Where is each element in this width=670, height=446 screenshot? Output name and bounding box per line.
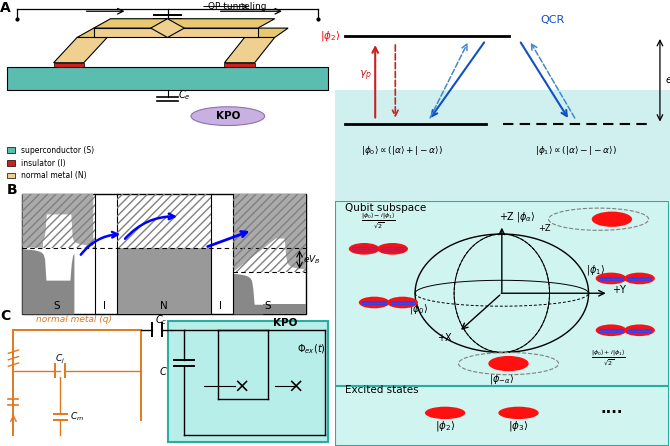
Bar (7, 67, 328, 90)
Legend: superconductor (S), insulator (I), normal metal (N): superconductor (S), insulator (I), norma… (4, 143, 96, 183)
Polygon shape (94, 28, 258, 37)
Text: $\frac{|\phi_0\rangle + i|\phi_1\rangle}{\sqrt{2}}$: $\frac{|\phi_0\rangle + i|\phi_1\rangle}… (591, 349, 626, 368)
Ellipse shape (596, 273, 626, 284)
Bar (263, 304, 306, 314)
Ellipse shape (498, 407, 539, 419)
Bar (224, 63, 255, 67)
Ellipse shape (349, 243, 380, 255)
Text: $C$: $C$ (159, 364, 168, 376)
Polygon shape (233, 194, 306, 272)
Ellipse shape (383, 245, 403, 252)
Text: $\times$: $\times$ (287, 376, 303, 395)
Ellipse shape (601, 275, 621, 282)
Ellipse shape (488, 356, 529, 371)
Text: Qubit subspace: Qubit subspace (345, 203, 426, 213)
Text: $|\phi_1\rangle \propto (|\alpha\rangle - |-\alpha\rangle)$: $|\phi_1\rangle \propto (|\alpha\rangle … (535, 144, 617, 157)
Text: QP tunneling: QP tunneling (208, 2, 266, 11)
FancyBboxPatch shape (168, 321, 328, 442)
Text: ....: .... (601, 401, 623, 416)
Ellipse shape (624, 273, 655, 284)
Ellipse shape (592, 211, 632, 227)
Ellipse shape (433, 409, 457, 417)
Text: +Y: +Y (612, 285, 626, 295)
Text: QCR: QCR (541, 15, 565, 25)
Text: KPO: KPO (273, 318, 297, 328)
Text: $|\phi_{-\alpha}\rangle$: $|\phi_{-\alpha}\rangle$ (489, 372, 515, 386)
Text: E: E (335, 221, 344, 235)
Ellipse shape (601, 326, 621, 334)
Text: $C_c$: $C_c$ (155, 313, 167, 327)
Polygon shape (23, 194, 93, 248)
Bar (54, 63, 84, 67)
Text: +Z: +Z (500, 212, 514, 222)
Polygon shape (245, 28, 288, 37)
Bar (233, 194, 306, 272)
FancyBboxPatch shape (335, 386, 669, 446)
Text: $|\phi_0\rangle$: $|\phi_0\rangle$ (409, 302, 428, 316)
Text: $\times$: $\times$ (233, 376, 249, 395)
Text: $|\phi_3\rangle$: $|\phi_3\rangle$ (509, 419, 529, 434)
Text: $|\phi_1\rangle$: $|\phi_1\rangle$ (586, 263, 605, 277)
Polygon shape (54, 37, 107, 63)
Text: S: S (54, 301, 60, 311)
Ellipse shape (629, 275, 649, 282)
Text: C: C (0, 309, 10, 323)
Ellipse shape (507, 409, 531, 417)
Text: $|\phi_\alpha\rangle$: $|\phi_\alpha\rangle$ (516, 211, 535, 224)
Text: $eV_B$: $eV_B$ (665, 74, 670, 87)
Ellipse shape (359, 297, 390, 308)
Text: N: N (160, 301, 168, 311)
Ellipse shape (364, 299, 384, 306)
Ellipse shape (495, 359, 522, 368)
Polygon shape (23, 249, 74, 314)
Ellipse shape (191, 107, 265, 125)
Polygon shape (94, 19, 275, 28)
Text: $|\phi_0\rangle \propto (|\alpha\rangle + |-\alpha\rangle)$: $|\phi_0\rangle \propto (|\alpha\rangle … (361, 144, 443, 157)
Ellipse shape (425, 407, 465, 419)
Text: $|\phi_2\rangle$: $|\phi_2\rangle$ (320, 29, 340, 43)
Ellipse shape (393, 299, 413, 306)
Text: Excited states: Excited states (345, 385, 419, 395)
Text: I: I (219, 301, 222, 311)
Text: $|\phi_2\rangle$: $|\phi_2\rangle$ (435, 419, 456, 434)
Bar (23, 194, 95, 248)
Text: A: A (0, 1, 11, 15)
Ellipse shape (387, 297, 418, 308)
Bar (117, 194, 212, 248)
Text: $C_j$: $C_j$ (56, 353, 65, 366)
Text: $C_m$: $C_m$ (70, 411, 84, 423)
Bar (117, 248, 212, 314)
Text: $\frac{|\phi_0\rangle - i|\phi_1\rangle}{\sqrt{2}}$: $\frac{|\phi_0\rangle - i|\phi_1\rangle}… (361, 212, 396, 231)
Text: +Z: +Z (539, 224, 551, 233)
Text: $eV_B$: $eV_B$ (303, 253, 320, 266)
Polygon shape (151, 19, 184, 37)
Polygon shape (224, 37, 275, 63)
Text: I: I (103, 301, 106, 311)
Polygon shape (233, 274, 263, 314)
Ellipse shape (354, 245, 375, 252)
Text: $C_e$: $C_e$ (178, 89, 190, 103)
Text: S: S (265, 301, 271, 311)
Ellipse shape (377, 243, 408, 255)
Text: $\gamma_p$: $\gamma_p$ (358, 69, 372, 83)
Polygon shape (77, 28, 124, 37)
FancyBboxPatch shape (335, 201, 669, 386)
Text: B: B (7, 183, 17, 197)
Text: +X: +X (437, 333, 452, 343)
Ellipse shape (599, 214, 625, 224)
Text: normal metal (q): normal metal (q) (36, 315, 112, 324)
Ellipse shape (624, 324, 655, 336)
Text: KPO: KPO (216, 111, 240, 121)
Bar (335, 90, 670, 201)
Ellipse shape (629, 326, 649, 334)
Ellipse shape (596, 324, 626, 336)
Text: $\Phi_{ex}(t)$: $\Phi_{ex}(t)$ (297, 342, 326, 356)
